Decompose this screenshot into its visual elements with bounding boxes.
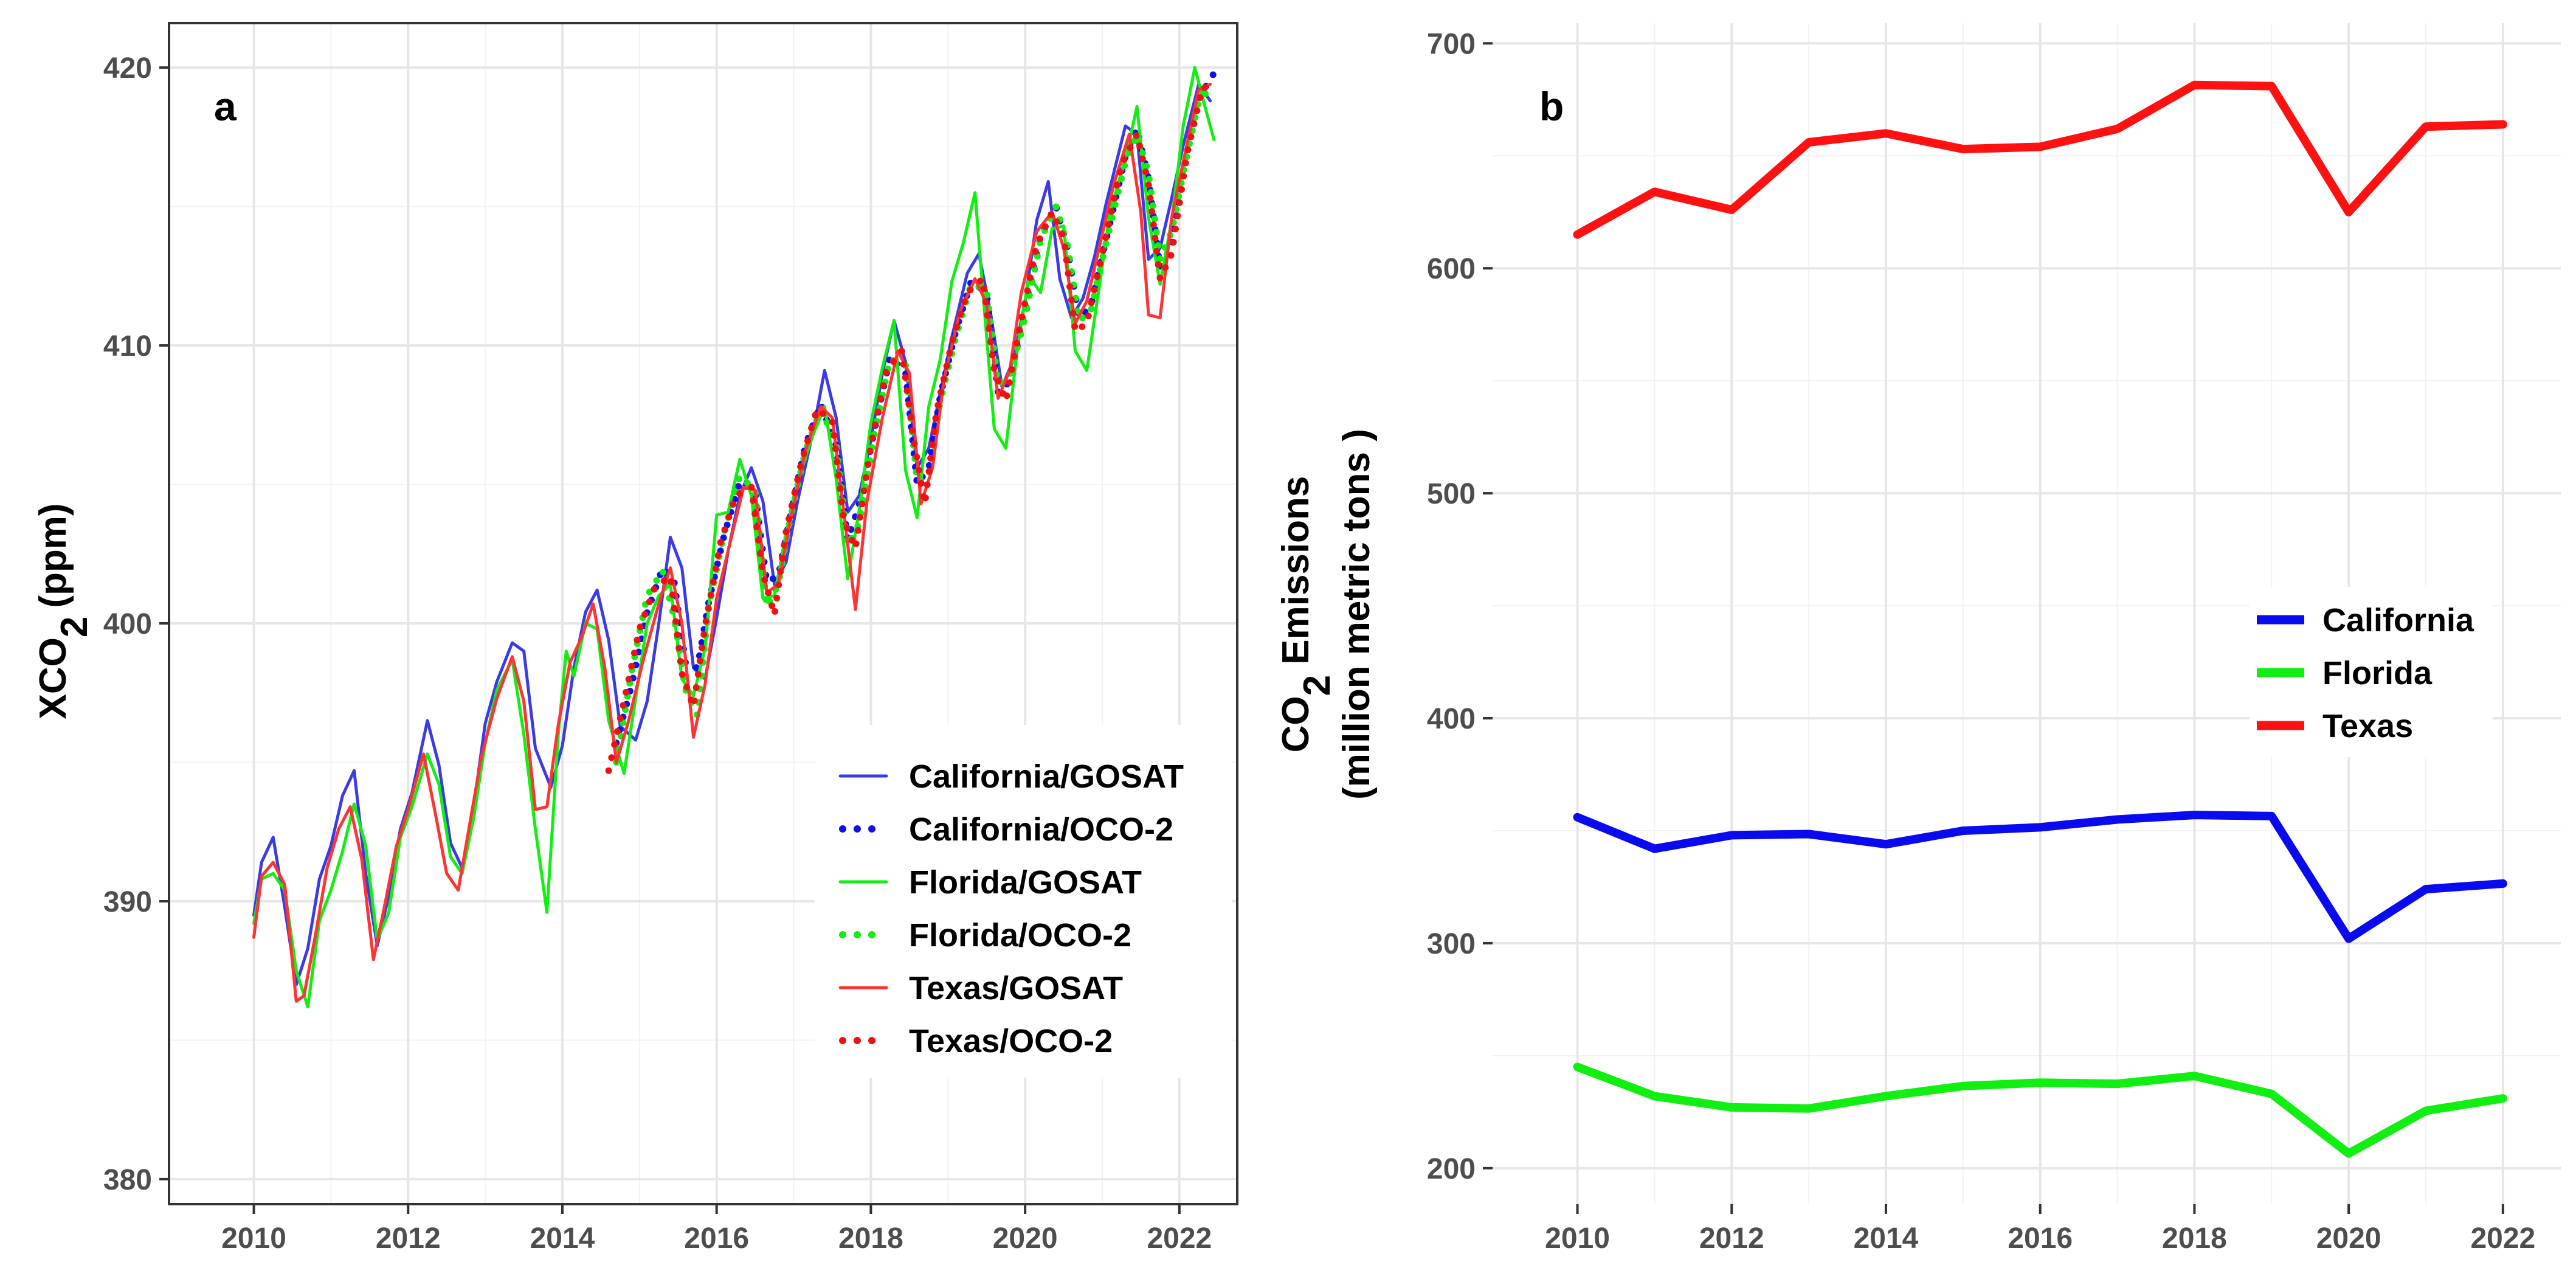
panel-b-series <box>1573 80 2507 1158</box>
a-legend-label-california-oco-2: California/OCO-2 <box>909 811 1173 848</box>
a-legend-label-florida-gosat: Florida/GOSAT <box>909 864 1142 901</box>
b-x-tick-label-2016: 2016 <box>2008 1222 2073 1255</box>
b-series-california <box>1573 811 2507 943</box>
panel-a-y-axis-title-subscript: 2 <box>54 617 95 637</box>
a-y-tick-label-400: 400 <box>103 608 152 640</box>
a-x-tick-label-2022: 2022 <box>1147 1222 1212 1255</box>
b-y-tick-label-300: 300 <box>1427 928 1476 960</box>
b-series-florida <box>1573 1062 2507 1158</box>
b-x-tick-label-2020: 2020 <box>2316 1222 2381 1255</box>
panel-a-label: a <box>214 84 237 129</box>
panel-b-grid <box>1493 23 2561 1204</box>
panel-b-tick-labels: 2010 2012 2014 2016 2018 2020 2022 200 300 400 500… <box>1427 28 2535 1255</box>
b-legend-label-florida: Florida <box>2322 655 2433 691</box>
panel-a-y-axis-title-main: XCO <box>32 637 74 719</box>
a-y-tick-label-380: 380 <box>103 1164 152 1196</box>
b-legend-label-texas: Texas <box>2322 708 2413 744</box>
a-x-tick-label-2012: 2012 <box>376 1222 441 1255</box>
b-y-tick-label-600: 600 <box>1427 253 1476 285</box>
panel-a-ticks <box>159 66 1181 1214</box>
a-legend-label-florida-oco-2: Florida/OCO-2 <box>909 917 1131 954</box>
b-x-tick-label-2022: 2022 <box>2470 1222 2535 1255</box>
b-x-tick-label-2010: 2010 <box>1545 1222 1610 1255</box>
b-y-tick-label-400: 400 <box>1427 703 1476 735</box>
b-y-tick-label-200: 200 <box>1427 1153 1476 1185</box>
panel-a-y-axis-title-unit: (ppm) <box>32 503 74 608</box>
panel-b-emissions-chart: 2010 2012 2014 2016 2018 2020 2022 200 300 400 500… <box>1275 23 2561 1255</box>
panel-b-y-axis-title-line1: CO2 Emissions <box>1275 476 1338 753</box>
panel-b-label: b <box>1539 84 1564 129</box>
a-legend-label-texas-oco-2: Texas/OCO-2 <box>909 1023 1113 1059</box>
b-y-tick-label-700: 700 <box>1427 28 1476 60</box>
panel-b-ticks <box>1483 42 2504 1214</box>
a-x-tick-label-2016: 2016 <box>684 1222 749 1255</box>
panel-a-series <box>252 66 1218 1009</box>
b-series-texas <box>1573 80 2507 239</box>
panel-a-tick-labels: 2010 2012 2014 2016 2018 2020 2022 380 390 400 410… <box>103 52 1212 1255</box>
a-x-tick-label-2020: 2020 <box>993 1222 1058 1255</box>
panel-b-y-axis-title-rest: Emissions <box>1275 476 1317 675</box>
a-y-tick-label-410: 410 <box>103 330 152 362</box>
b-legend-label-california: California <box>2322 602 2474 639</box>
panel-b-y-axis-title-subscript: 2 <box>1296 675 1338 696</box>
a-x-tick-label-2018: 2018 <box>838 1222 903 1255</box>
panel-a-xco2-chart: 2010 2012 2014 2016 2018 2020 2022 380 390 400 410… <box>32 22 1238 1255</box>
b-x-tick-label-2018: 2018 <box>2162 1222 2227 1255</box>
b-x-tick-label-2014: 2014 <box>1854 1222 1919 1255</box>
panel-b-legend: California Florida Texas <box>2250 587 2493 757</box>
panel-b-y-axis-title-line2: (million metric tons ) <box>1336 429 1378 800</box>
panel-a-legend: California/GOSAT California/OCO-2 Florida/… <box>815 725 1232 1078</box>
a-y-tick-label-390: 390 <box>103 886 152 918</box>
b-y-tick-label-500: 500 <box>1427 478 1476 510</box>
a-y-tick-label-420: 420 <box>103 52 152 85</box>
a-x-tick-label-2014: 2014 <box>530 1222 595 1255</box>
panel-b-y-axis-title-main: CO <box>1275 696 1317 752</box>
panel-a-y-axis-title: XCO2 (ppm) <box>32 503 95 719</box>
b-x-tick-label-2012: 2012 <box>1699 1222 1764 1255</box>
a-legend-label-california-gosat: California/GOSAT <box>909 758 1184 795</box>
a-x-tick-label-2010: 2010 <box>221 1222 286 1255</box>
panel-a-legend-background <box>815 725 1232 1078</box>
panel-a-border <box>168 22 1238 1205</box>
a-legend-label-texas-gosat: Texas/GOSAT <box>909 970 1123 1006</box>
a-series-florida-gosat <box>252 66 1216 1009</box>
